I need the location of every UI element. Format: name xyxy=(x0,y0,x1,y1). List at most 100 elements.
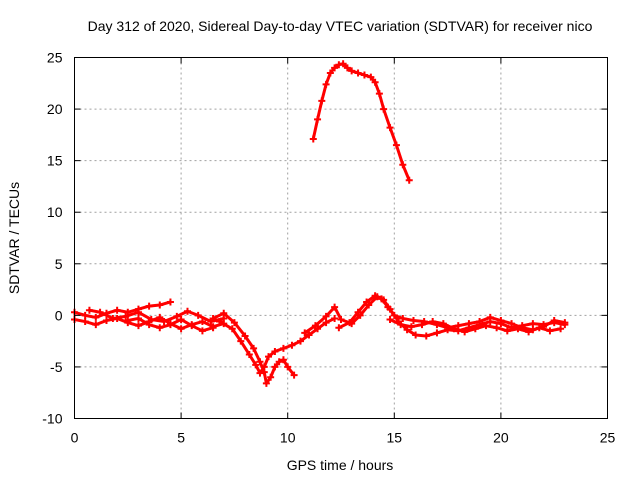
grid-lines xyxy=(74,57,608,419)
data-point xyxy=(335,61,343,69)
data-point xyxy=(188,322,196,330)
data-point xyxy=(476,318,484,326)
data-point xyxy=(348,67,356,75)
data-point xyxy=(399,161,407,169)
data-point xyxy=(399,314,407,322)
data-point xyxy=(173,312,181,320)
data-point xyxy=(486,313,494,321)
data-point xyxy=(493,324,501,332)
data-point xyxy=(113,306,121,314)
data-point xyxy=(318,97,326,105)
data-point xyxy=(311,322,319,330)
data-point xyxy=(183,307,191,315)
data-point xyxy=(471,325,479,333)
data-point xyxy=(124,317,132,325)
data-point xyxy=(209,324,217,332)
y-tick-label: -5 xyxy=(50,359,63,375)
data-point xyxy=(296,337,304,345)
data-point xyxy=(177,325,185,333)
data-point xyxy=(386,124,394,132)
data-point xyxy=(371,292,379,300)
series-trace-3 xyxy=(85,306,228,326)
data-point xyxy=(230,319,238,327)
data-point xyxy=(326,69,334,77)
data-point xyxy=(252,361,260,369)
data-point xyxy=(156,301,164,309)
y-tick-label: 25 xyxy=(47,50,63,66)
data-point xyxy=(228,325,236,333)
data-point xyxy=(322,80,330,88)
data-point xyxy=(245,351,253,359)
data-point xyxy=(215,318,223,326)
y-tick-label: 15 xyxy=(47,153,63,169)
x-tick-label: 10 xyxy=(280,430,296,446)
data-point xyxy=(360,71,368,79)
series-trace-8 xyxy=(335,292,569,334)
data-point xyxy=(337,315,345,323)
data-point xyxy=(305,331,313,339)
data-point xyxy=(267,373,275,381)
data-point xyxy=(354,69,362,77)
data-point xyxy=(433,329,441,337)
axis-ticks: 0 5 10 15 20 25 -10 -5 0 5 10 15 20 25 xyxy=(42,50,615,446)
data-point xyxy=(241,332,249,340)
x-tick-label: 5 xyxy=(177,430,185,446)
data-point xyxy=(454,322,462,330)
y-tick-label: 10 xyxy=(47,204,63,220)
data-point xyxy=(439,320,447,328)
data-point xyxy=(166,298,174,306)
series-line xyxy=(311,62,411,182)
data-point xyxy=(256,358,264,366)
data-point xyxy=(503,327,511,335)
data-point xyxy=(557,325,565,333)
data-point xyxy=(497,317,505,325)
data-point xyxy=(343,64,351,72)
data-point xyxy=(339,60,347,68)
series-trace-5 xyxy=(209,309,298,387)
data-point xyxy=(134,308,142,316)
data-point xyxy=(209,314,217,322)
data-point xyxy=(237,337,245,345)
data-point xyxy=(546,327,554,335)
data-point xyxy=(271,347,279,355)
data-point xyxy=(322,312,330,320)
y-axis-label: SDTVAR / TECUs xyxy=(6,182,22,294)
data-point xyxy=(290,371,298,379)
series-trace-9 xyxy=(386,315,565,336)
data-point xyxy=(275,358,283,366)
series-trace-1 xyxy=(71,298,174,321)
data-point xyxy=(508,320,516,328)
data-point xyxy=(384,303,392,311)
data-point xyxy=(160,318,168,326)
data-point xyxy=(450,325,458,333)
data-point xyxy=(397,321,405,329)
y-tick-label: 0 xyxy=(55,307,63,323)
y-tick-label: -10 xyxy=(42,411,62,427)
data-point xyxy=(331,64,339,72)
data-point xyxy=(279,344,287,352)
data-point xyxy=(92,321,100,329)
data-point xyxy=(145,302,153,310)
data-point xyxy=(561,319,569,327)
data-point xyxy=(166,321,174,329)
x-tick-label: 20 xyxy=(493,430,509,446)
data-point xyxy=(314,115,322,123)
data-point xyxy=(422,332,430,340)
data-point xyxy=(529,320,537,328)
data-point xyxy=(284,363,292,371)
data-point xyxy=(331,314,339,322)
data-point xyxy=(177,315,185,323)
data-point xyxy=(156,324,164,332)
data-point xyxy=(346,319,354,327)
data-point xyxy=(262,379,270,387)
data-point xyxy=(465,320,473,328)
series-line xyxy=(87,308,226,324)
data-point xyxy=(92,313,100,321)
y-tick-label: 5 xyxy=(55,256,63,272)
series-trace-10 xyxy=(309,60,413,184)
data-point xyxy=(378,295,386,303)
data-point xyxy=(198,327,206,335)
data-point xyxy=(288,341,296,349)
data-point xyxy=(354,308,362,316)
data-point xyxy=(335,324,343,332)
